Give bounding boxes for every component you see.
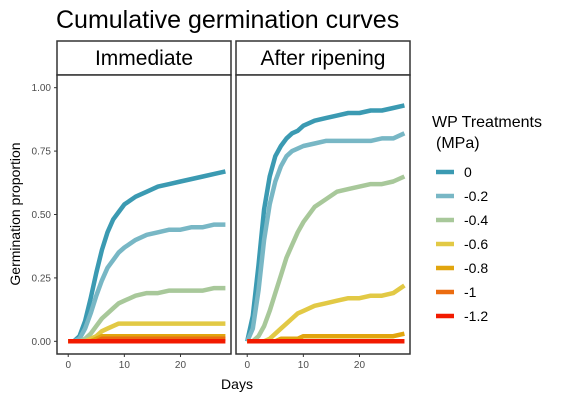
panel-after-ripening: After ripening <box>235 40 411 355</box>
y-tick-label: 0.75 <box>32 147 52 158</box>
y-tick-label: 1.00 <box>32 83 52 94</box>
legend-label-4: -0.8 <box>464 260 488 276</box>
y-tick-label: 0.50 <box>32 210 52 221</box>
y-tick-label: 0.25 <box>32 273 52 284</box>
strip-label-immediate: Immediate <box>95 47 193 70</box>
strip-immediate <box>56 40 232 76</box>
series-lines-after-ripening <box>245 103 406 344</box>
legend-label-1: -0.2 <box>464 188 488 204</box>
series-lines-immediate <box>68 169 226 344</box>
series-line-after-ripening-1 <box>245 131 406 343</box>
series-line-after-ripening-0 <box>245 103 405 342</box>
series-line-immediate-2 <box>68 285 226 344</box>
x-tick-label: 10 <box>298 360 310 371</box>
legend: WP Treatments (MPa) 0 -0.2 -0.4 -0.6 -0.8 -1 -… <box>432 114 542 324</box>
y-tick-label: 0.00 <box>32 337 52 348</box>
x-axis: 0 10 20 0 10 20 <box>65 354 365 371</box>
legend-items: 0 -0.2 -0.4 -0.6 -0.8 -1 -1.2 <box>436 164 488 324</box>
legend-title-line2: (MPa) <box>436 135 480 152</box>
plot-area-immediate <box>56 74 232 355</box>
panel-immediate: Immediate <box>56 40 232 355</box>
x-tick-label: 20 <box>354 360 366 371</box>
x-tick-label: 0 <box>65 360 71 371</box>
strip-after-ripening <box>235 40 411 76</box>
y-axis: 0.00 0.25 0.50 0.75 1.00 <box>32 83 57 348</box>
y-axis-title: Germination proportion <box>7 142 23 285</box>
strip-label-after-ripening: After ripening <box>261 47 386 70</box>
x-tick-label: 20 <box>175 360 187 371</box>
legend-label-3: -0.6 <box>464 236 488 252</box>
legend-label-5: -1 <box>464 284 477 300</box>
legend-label-0: 0 <box>464 164 472 180</box>
x-tick-label: 10 <box>119 360 131 371</box>
series-line-after-ripening-2 <box>247 174 406 344</box>
series-line-immediate-0 <box>68 169 226 344</box>
x-axis-title: Days <box>221 376 253 392</box>
chart-title: Cumulative germination curves <box>56 6 399 34</box>
legend-label-2: -0.4 <box>464 212 488 228</box>
legend-label-6: -1.2 <box>464 308 488 324</box>
x-tick-label: 0 <box>244 360 250 371</box>
legend-title-line1: WP Treatments <box>432 114 542 131</box>
series-line-immediate-1 <box>68 222 226 344</box>
